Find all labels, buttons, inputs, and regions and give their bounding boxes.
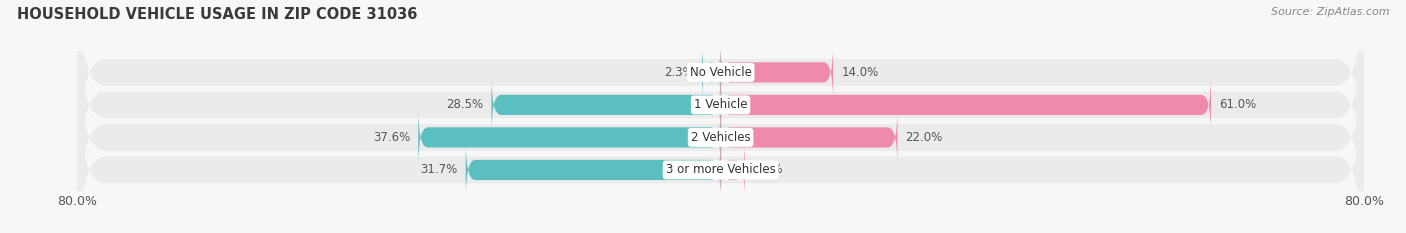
Text: 28.5%: 28.5% bbox=[446, 98, 484, 111]
FancyBboxPatch shape bbox=[465, 141, 721, 199]
FancyBboxPatch shape bbox=[77, 0, 1364, 173]
FancyBboxPatch shape bbox=[721, 109, 897, 166]
FancyBboxPatch shape bbox=[702, 44, 721, 101]
Text: 1 Vehicle: 1 Vehicle bbox=[693, 98, 748, 111]
Text: 3.0%: 3.0% bbox=[752, 163, 782, 176]
Text: 31.7%: 31.7% bbox=[420, 163, 457, 176]
Text: 14.0%: 14.0% bbox=[841, 66, 879, 79]
Text: HOUSEHOLD VEHICLE USAGE IN ZIP CODE 31036: HOUSEHOLD VEHICLE USAGE IN ZIP CODE 3103… bbox=[17, 7, 418, 22]
Text: 22.0%: 22.0% bbox=[905, 131, 943, 144]
Text: Source: ZipAtlas.com: Source: ZipAtlas.com bbox=[1271, 7, 1389, 17]
FancyBboxPatch shape bbox=[492, 76, 721, 134]
FancyBboxPatch shape bbox=[77, 37, 1364, 233]
Text: 37.6%: 37.6% bbox=[373, 131, 411, 144]
FancyBboxPatch shape bbox=[77, 69, 1364, 233]
FancyBboxPatch shape bbox=[721, 76, 1211, 134]
FancyBboxPatch shape bbox=[721, 44, 834, 101]
FancyBboxPatch shape bbox=[418, 109, 721, 166]
FancyBboxPatch shape bbox=[77, 4, 1364, 205]
FancyBboxPatch shape bbox=[721, 141, 745, 199]
Text: 2.3%: 2.3% bbox=[664, 66, 695, 79]
Text: No Vehicle: No Vehicle bbox=[689, 66, 752, 79]
Text: 61.0%: 61.0% bbox=[1219, 98, 1257, 111]
Text: 3 or more Vehicles: 3 or more Vehicles bbox=[665, 163, 776, 176]
Text: 2 Vehicles: 2 Vehicles bbox=[690, 131, 751, 144]
